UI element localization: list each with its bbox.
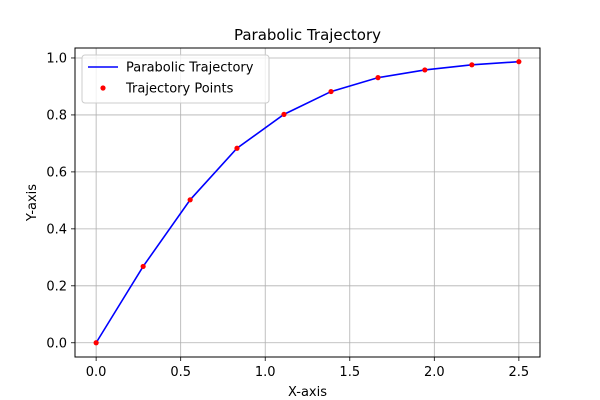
trajectory-point <box>516 59 522 65</box>
axes-frame <box>74 47 541 358</box>
trajectory-point <box>93 340 99 346</box>
y-tick-label: 0.4 <box>46 222 67 237</box>
chart-title: Parabolic Trajectory <box>234 26 381 44</box>
y-tick-label: 0.0 <box>46 336 67 351</box>
legend-label-line: Parabolic Trajectory <box>126 61 254 76</box>
trajectory-point <box>375 75 381 81</box>
trajectory-point <box>281 111 287 117</box>
x-tick-label: 1.0 <box>255 365 276 380</box>
y-tick-label: 0.6 <box>46 165 67 180</box>
plot-area <box>93 59 522 346</box>
x-tick-label: 1.5 <box>339 365 360 380</box>
x-tick-label: 2.5 <box>509 365 530 380</box>
trajectory-point <box>234 145 240 151</box>
trajectory-point <box>187 197 193 203</box>
x-tick-label: 2.0 <box>424 365 445 380</box>
trajectory-point <box>140 263 146 270</box>
x-axis-label: X-axis <box>288 385 327 400</box>
trajectory-point <box>469 62 475 68</box>
x-tick-label: 0.0 <box>86 365 107 380</box>
trajectory-point <box>422 67 428 73</box>
legend-box <box>81 54 270 104</box>
trajectory-point <box>328 88 334 95</box>
y-tick-label: 0.2 <box>46 279 67 294</box>
legend-label-points: Trajectory Points <box>125 82 234 97</box>
y-axis: 0.0 0.2 0.4 0.6 0.8 1.0 <box>46 51 75 351</box>
trajectory-line <box>95 60 519 344</box>
x-axis: 0.0 0.5 1.0 1.5 2.0 2.5 <box>86 357 529 380</box>
legend-point-swatch <box>100 85 106 91</box>
legend: Parabolic Trajectory Trajectory Points <box>81 54 270 104</box>
x-tick-label: 0.5 <box>170 365 191 380</box>
y-tick-label: 1.0 <box>46 51 67 66</box>
y-tick-label: 0.8 <box>46 108 67 123</box>
y-axis-label: Y-axis <box>25 184 40 222</box>
